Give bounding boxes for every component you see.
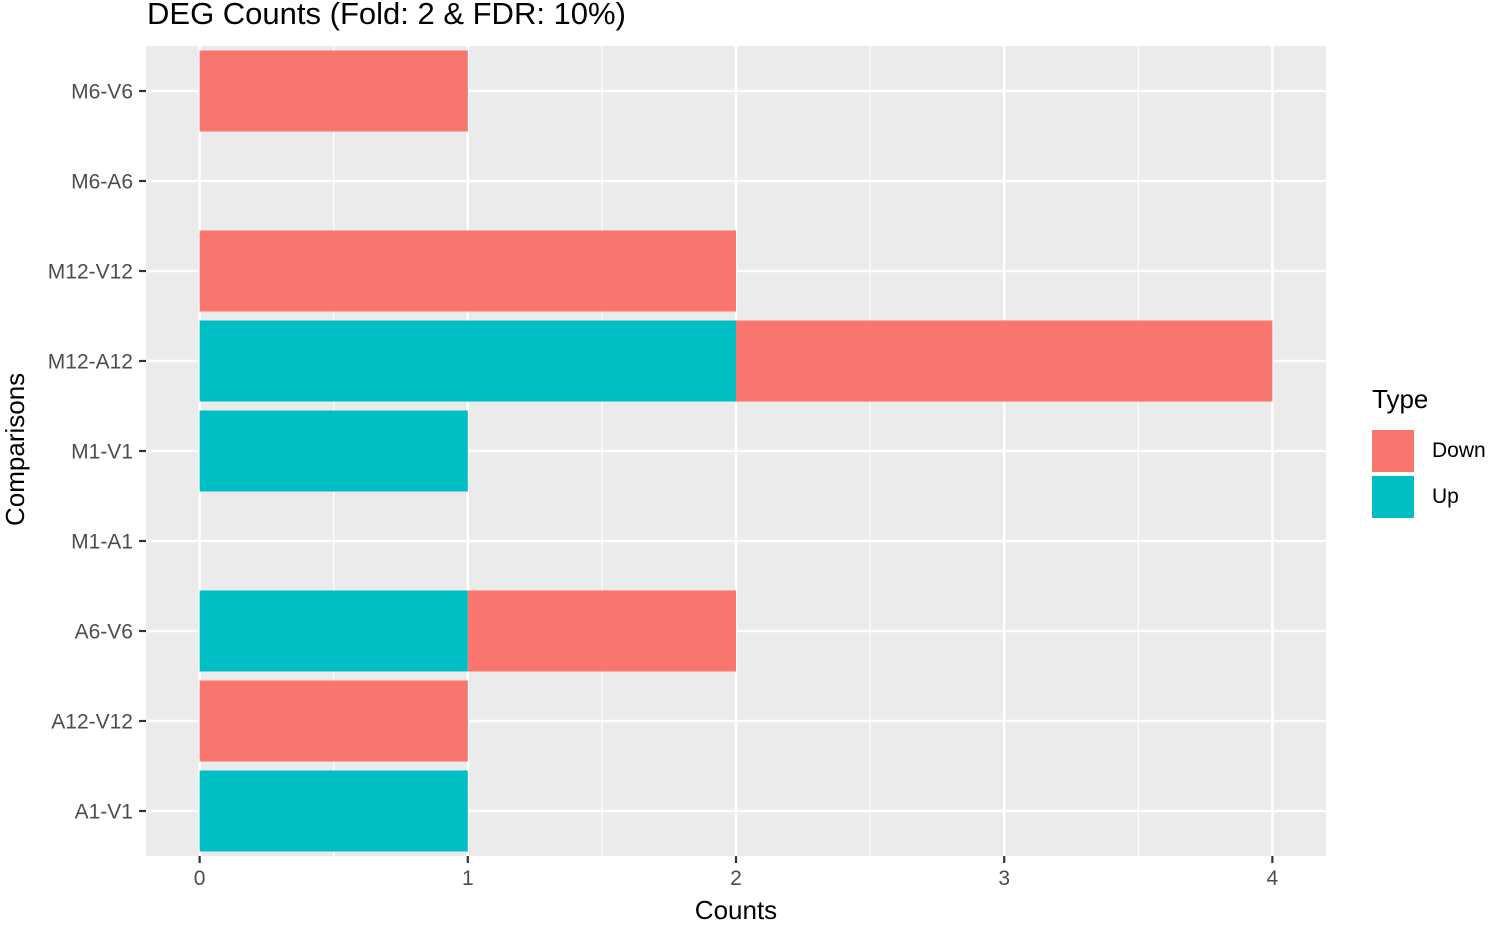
- y-tick-label: M1-V1: [71, 441, 133, 464]
- y-tick-label: M12-A12: [48, 351, 133, 374]
- y-tick-label: M6-V6: [71, 81, 133, 104]
- x-tick-label: 0: [194, 867, 206, 890]
- y-tick-label: A1-V1: [75, 801, 133, 824]
- bar-up: [199, 590, 468, 672]
- x-tick-label: 1: [462, 867, 474, 890]
- legend-key-down: [1372, 430, 1414, 472]
- legend-label-up: Up: [1432, 485, 1459, 508]
- legend-item-up: Up: [1372, 474, 1486, 520]
- legend: Type Down Up: [1372, 382, 1486, 520]
- bar-down: [467, 590, 736, 672]
- x-tick-label: 2: [730, 867, 742, 890]
- legend-label-down: Down: [1432, 439, 1486, 462]
- x-axis-title: Counts: [694, 895, 778, 925]
- y-tick-label: A12-V12: [51, 711, 133, 734]
- x-tick-label: 4: [1267, 867, 1279, 890]
- y-axis-title: Comparisons: [0, 372, 30, 526]
- bar-up: [199, 770, 468, 852]
- x-tick-label: 3: [998, 867, 1010, 890]
- chart-title: DEG Counts (Fold: 2 & FDR: 10%): [147, 0, 626, 31]
- y-tick-label: M1-A1: [71, 531, 133, 554]
- y-tick-label: A6-V6: [75, 621, 133, 644]
- legend-key-up: [1372, 476, 1414, 518]
- bar-up: [199, 320, 737, 402]
- bar-down: [199, 230, 737, 312]
- bar-up: [199, 410, 468, 492]
- y-tick-label: M12-V12: [48, 261, 133, 284]
- bar-down: [199, 680, 468, 762]
- legend-item-down: Down: [1372, 428, 1486, 474]
- bar-down: [736, 320, 1273, 402]
- legend-title: Type: [1372, 384, 1429, 414]
- y-tick-label: M6-A6: [71, 171, 133, 194]
- bar-down: [199, 50, 468, 132]
